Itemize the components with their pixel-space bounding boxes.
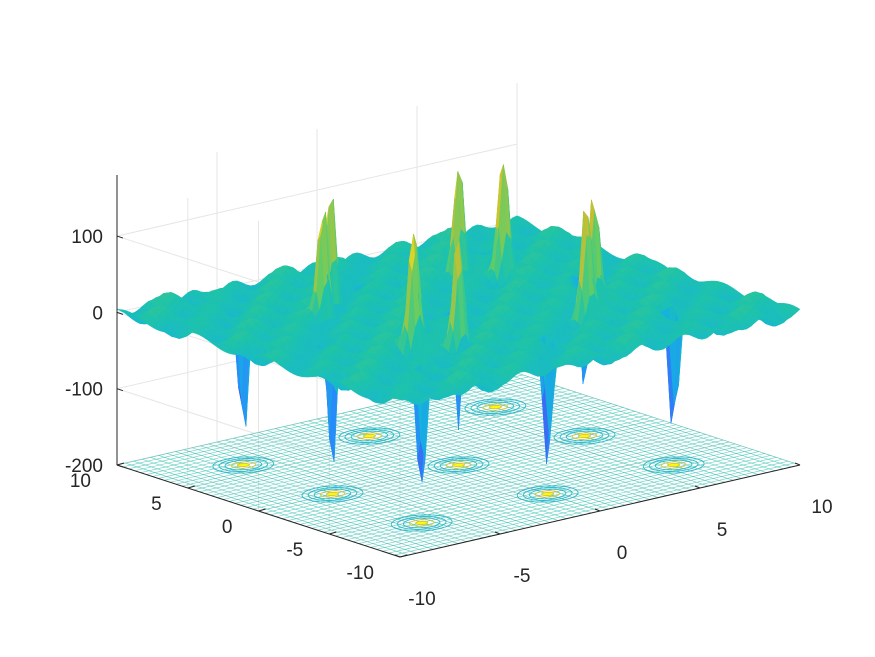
floor-contour xyxy=(307,487,358,501)
floor-contour xyxy=(325,491,340,497)
floor-contour xyxy=(356,432,383,440)
floor-contour xyxy=(464,398,527,416)
floor-contour xyxy=(390,514,453,532)
floor-mesh-line xyxy=(516,372,801,466)
floor-contour xyxy=(415,520,429,526)
floor-mesh-line xyxy=(475,382,759,475)
floor-contour xyxy=(427,456,490,474)
floor-contour xyxy=(396,516,447,530)
floor-contour xyxy=(482,403,509,411)
floor-mesh-line xyxy=(140,380,541,473)
floor-contour xyxy=(319,490,346,498)
floor-contour xyxy=(654,459,693,471)
floor-contour xyxy=(522,487,573,501)
floor-contour xyxy=(338,427,401,445)
floor-contour xyxy=(224,459,263,471)
floor-contour xyxy=(212,456,275,474)
floor-contour xyxy=(344,429,395,443)
floor-mesh-line xyxy=(491,378,776,472)
floor-contour xyxy=(553,427,616,445)
floor-contour xyxy=(236,462,250,468)
floor-contour xyxy=(565,430,604,442)
floor-contour xyxy=(571,432,598,440)
floor-contour xyxy=(439,459,478,471)
floor-contour xyxy=(402,517,441,529)
floor-contour xyxy=(408,519,435,527)
floor-contour xyxy=(541,491,555,497)
floor-contour xyxy=(350,430,389,442)
floor-contour xyxy=(660,461,687,469)
floor-contour xyxy=(451,462,466,468)
floor-contour xyxy=(534,490,561,498)
floor-contour xyxy=(313,488,352,500)
contour-floor xyxy=(116,372,801,558)
floor-contour xyxy=(470,400,521,414)
floor-contour xyxy=(301,485,364,503)
floor-contour xyxy=(476,401,515,413)
floor-contour xyxy=(433,458,484,472)
floor-contour xyxy=(667,462,681,468)
floor-contour xyxy=(648,458,699,472)
floor-contour xyxy=(230,461,257,469)
surface-mesh xyxy=(116,164,801,483)
floor-contour xyxy=(528,488,567,500)
floor-contour xyxy=(218,458,269,472)
floor-contour xyxy=(577,433,592,439)
floor-mesh-line xyxy=(483,380,767,473)
floor-mesh-line xyxy=(508,374,792,468)
floor-contour xyxy=(516,485,579,503)
floor-contour xyxy=(445,461,472,469)
floor-contour xyxy=(642,456,705,474)
floor-mesh-line xyxy=(146,382,547,475)
floor-contour xyxy=(488,404,502,410)
floor-contour xyxy=(559,429,610,443)
floor-contour xyxy=(362,433,376,439)
